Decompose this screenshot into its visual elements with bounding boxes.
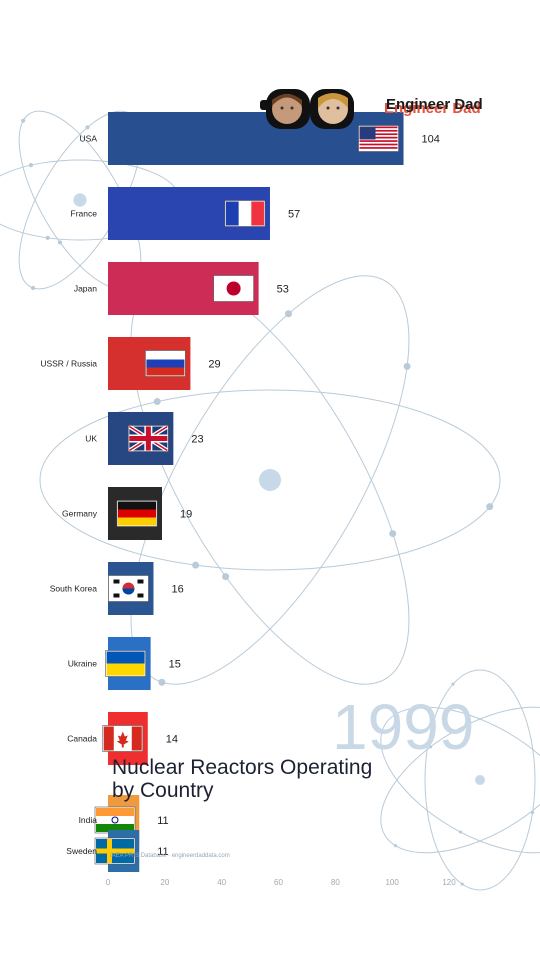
value-label: 29 — [208, 359, 220, 371]
value-label: 16 — [171, 584, 183, 596]
electron-dot — [486, 503, 494, 511]
electron-dot — [425, 705, 429, 709]
electron-dot — [222, 573, 230, 581]
category-label: France — [71, 209, 98, 219]
x-tick-label: 0 — [106, 878, 111, 887]
orbit-ring — [424, 669, 536, 891]
electron-dot — [153, 398, 161, 406]
electron-dot — [158, 678, 166, 686]
category-label: USA — [80, 134, 98, 144]
nucleus — [475, 775, 485, 785]
value-label: 57 — [288, 209, 300, 221]
value-label: 53 — [277, 284, 289, 296]
flag-india — [94, 806, 136, 834]
x-tick-label: 20 — [160, 878, 169, 887]
kid-face-left — [272, 94, 302, 124]
source-note: IAEA PRIS Database · engineerdaddata.com — [110, 853, 230, 859]
flag-germany — [116, 500, 158, 527]
category-label: Sweden — [66, 846, 97, 856]
value-label: 15 — [169, 659, 181, 671]
electron-dot — [460, 882, 464, 886]
value-label: 104 — [422, 134, 440, 146]
flag-uk — [128, 424, 169, 453]
electron-dot — [45, 235, 50, 240]
goggles-icon — [260, 89, 354, 129]
flag-south-korea — [108, 575, 149, 602]
value-label: 11 — [157, 846, 168, 858]
electron-dot — [192, 561, 200, 569]
orbit-ring — [380, 706, 540, 854]
electron-dot — [393, 844, 398, 848]
brand-name-shadow: Engineer Dad — [384, 100, 481, 117]
x-tick-label: 80 — [331, 878, 340, 887]
category-label: Germany — [62, 509, 98, 519]
kid-face-right — [318, 94, 348, 124]
flag-france — [224, 200, 266, 227]
category-label: South Korea — [50, 584, 98, 594]
category-label: USSR / Russia — [40, 359, 97, 369]
value-label: 14 — [166, 734, 178, 746]
atom-bottom-right — [380, 669, 540, 891]
x-tick-label: 40 — [217, 878, 226, 887]
orbit-ring — [130, 275, 410, 685]
flag-usa — [358, 125, 399, 152]
nucleus — [73, 193, 87, 207]
electron-dot — [57, 240, 63, 245]
chart-title: Nuclear Reactors Operating by Country — [112, 756, 372, 802]
bar-usa — [108, 112, 404, 165]
brand-name: Engineer Dad — [386, 96, 483, 113]
orbit-ring — [380, 706, 540, 854]
value-label: 23 — [191, 434, 203, 446]
flag-canada — [102, 725, 144, 752]
atom-large — [39, 275, 501, 686]
x-tick-label: 60 — [274, 878, 283, 887]
category-label: Ukraine — [68, 659, 98, 669]
brand-logo: Engineer Dad Engineer Dad — [258, 86, 488, 136]
x-tick-label: 100 — [385, 878, 399, 887]
orbit-ring — [39, 389, 501, 571]
category-label: Japan — [74, 284, 97, 294]
year-label: 1999 — [332, 691, 475, 763]
flag-russia — [145, 350, 186, 377]
electron-dot — [28, 163, 34, 168]
chart-title-line2: by Country — [112, 779, 214, 802]
flag-japan — [213, 275, 254, 302]
x-tick-label: 120 — [442, 878, 456, 887]
electron-dot — [403, 362, 411, 370]
category-label: UK — [85, 434, 97, 444]
electron-dot — [30, 285, 36, 291]
electron-dot — [458, 830, 463, 834]
category-label: India — [79, 815, 98, 825]
flag-ukraine — [105, 650, 146, 677]
chart-title-line1: Nuclear Reactors Operating — [112, 756, 373, 779]
value-label: 19 — [180, 509, 192, 521]
electron-dot — [428, 745, 433, 749]
electron-dot — [451, 682, 455, 686]
electron-dot — [389, 530, 397, 538]
electron-dot — [21, 118, 26, 123]
electron-dot — [284, 310, 292, 318]
nucleus — [259, 469, 281, 491]
electron-dot — [85, 125, 90, 130]
flag-sweden — [94, 837, 136, 865]
value-label: 11 — [157, 815, 168, 827]
category-label: Canada — [67, 734, 97, 744]
